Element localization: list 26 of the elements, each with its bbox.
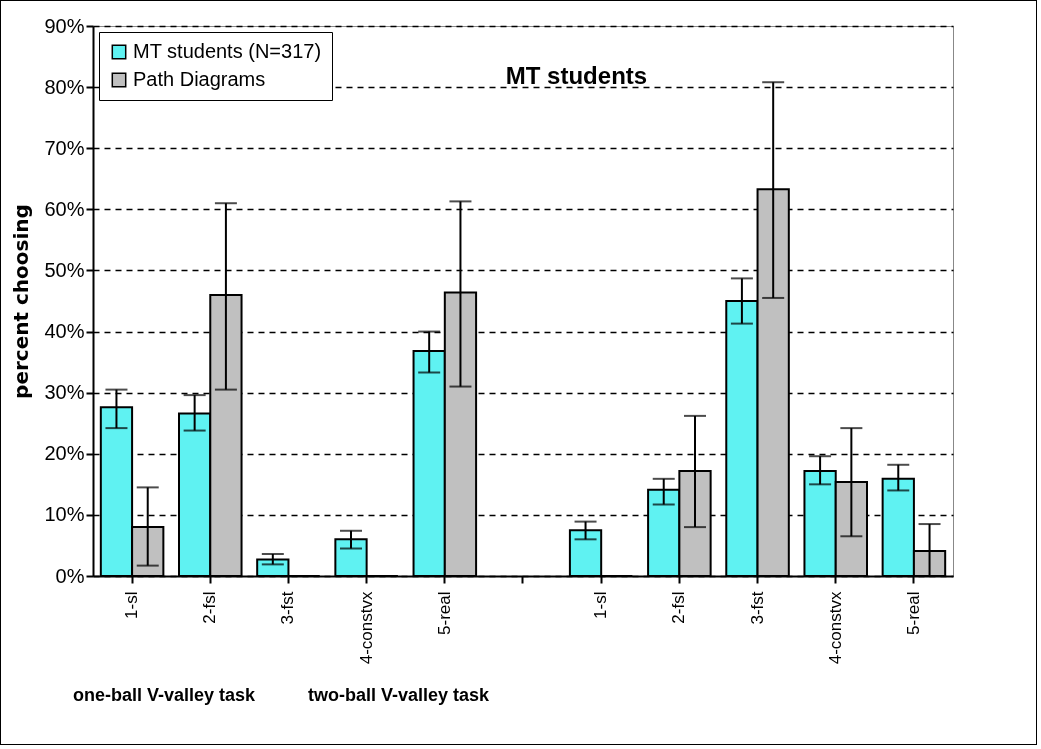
x-tick-label: 5-real (434, 591, 454, 635)
x-tick-label: 2-fsl (669, 591, 689, 624)
y-tick-label: 80% (44, 75, 85, 98)
annotation: MT students (505, 61, 648, 89)
x-tick-label: 4-constvx (356, 591, 376, 665)
y-tick-label: 20% (44, 442, 85, 465)
x-tick-label: 3-fst (278, 591, 298, 625)
x-tick-label: 1-sl (122, 591, 142, 619)
x-tick-label: 1-sl (591, 591, 611, 619)
y-tick-label: 30% (44, 381, 85, 404)
y-tick-label: 70% (44, 136, 85, 159)
y-tick-label: 50% (44, 258, 85, 281)
y-tick-label: 40% (44, 320, 85, 343)
x-tick-label: 5-real (903, 591, 923, 635)
legend-label: Path Diagrams (133, 68, 266, 90)
legend-label: MT students (N=317) (133, 40, 322, 62)
text: two-ball V-valley task (308, 685, 491, 705)
x-tick-label: 3-fst (747, 591, 767, 625)
x-tick-label: 4-constvx (825, 591, 845, 665)
y-axis-title: percent choosing (9, 204, 34, 399)
x-tick-label: 2-fsl (200, 591, 220, 624)
y-tick-label: 10% (44, 503, 85, 526)
y-tick-label: 90% (44, 14, 85, 37)
y-tick-label: 0% (55, 564, 85, 587)
text: one-ball V-valley task (73, 685, 257, 705)
y-tick-label: 60% (44, 197, 85, 220)
